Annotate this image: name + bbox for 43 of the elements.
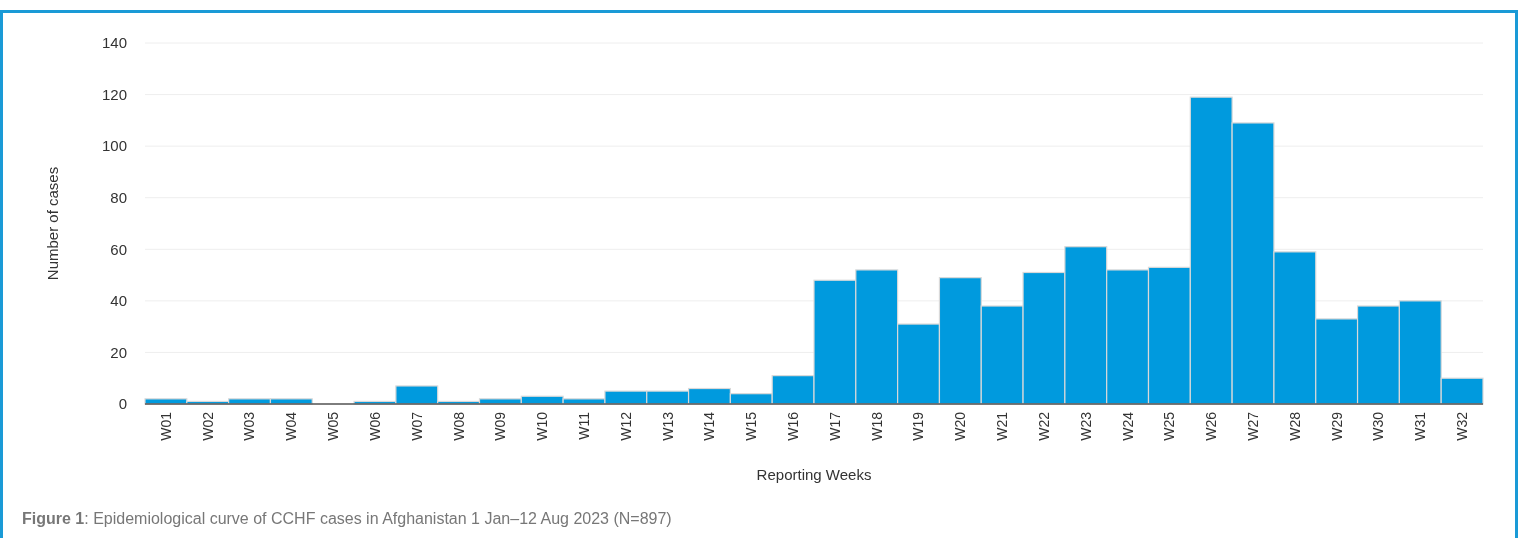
y-tick-label: 0 <box>118 395 127 413</box>
x-tick-label: W21 <box>994 411 1011 441</box>
x-tick-label: W12 <box>617 411 634 441</box>
x-tick-label: W01 <box>157 411 174 441</box>
x-tick-label: W16 <box>784 411 801 441</box>
x-tick-label: W03 <box>241 411 258 441</box>
x-axis-title: Reporting Weeks <box>756 466 872 483</box>
x-tick-label: W14 <box>701 411 718 441</box>
caption: Figure 1: Epidemiological curve of CCHF cases in Afghanistan 1 Jan–12 Aug 2023 (N=897) <box>22 510 672 527</box>
x-tick-label: W13 <box>659 411 676 441</box>
y-tick-label: 120 <box>101 85 127 103</box>
x-tick-label: W17 <box>826 411 843 441</box>
x-tick-label: W06 <box>366 411 383 441</box>
x-tick-label: W32 <box>1453 411 1470 441</box>
x-tick-label: W25 <box>1161 411 1178 441</box>
x-tick-label: W26 <box>1203 411 1220 441</box>
x-tick-label: W29 <box>1328 411 1345 441</box>
x-tick-label: W15 <box>743 411 760 441</box>
y-tick-label: 100 <box>101 137 127 155</box>
y-tick-label: 140 <box>101 34 127 52</box>
x-tick-label: W22 <box>1035 411 1052 441</box>
x-tick-label: W27 <box>1244 411 1261 441</box>
y-tick-label: 20 <box>110 343 127 361</box>
x-tick-label: W11 <box>575 411 592 440</box>
y-tick-label: 60 <box>110 240 127 258</box>
x-tick-label: W20 <box>952 411 969 441</box>
x-tick-label: W24 <box>1119 411 1136 441</box>
x-tick-label: W05 <box>325 411 342 441</box>
x-tick-label: W28 <box>1286 411 1303 441</box>
x-tick-label: W08 <box>450 411 467 441</box>
x-tick-label: W10 <box>534 411 551 441</box>
x-tick-label: W31 <box>1412 411 1429 441</box>
x-tick-label: W09 <box>492 411 509 441</box>
x-tick-label: W07 <box>408 411 425 441</box>
x-tick-label: W04 <box>283 411 300 441</box>
x-tick-label: W19 <box>910 411 927 441</box>
x-tick-label: W02 <box>199 411 216 441</box>
y-tick-label: 80 <box>110 188 127 206</box>
y-axis-title: Number of cases <box>44 166 61 281</box>
x-tick-label: W30 <box>1370 411 1387 441</box>
y-tick-label: 40 <box>110 292 127 310</box>
x-tick-label: W23 <box>1077 411 1094 441</box>
x-tick-label: W18 <box>868 411 885 441</box>
